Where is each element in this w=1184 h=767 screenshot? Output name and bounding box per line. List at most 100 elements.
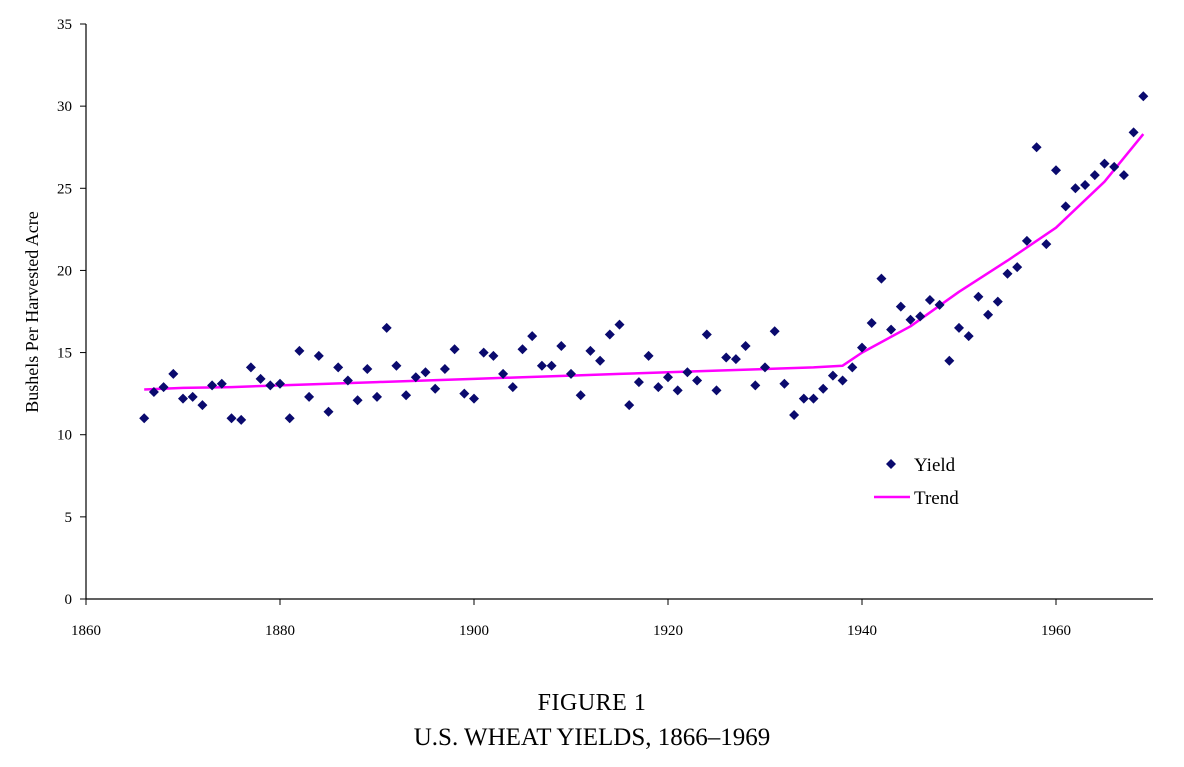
- yield-point: [401, 390, 412, 401]
- yield-point: [391, 360, 402, 371]
- trend-layer: [144, 133, 1145, 391]
- x-tick-label: 1880: [265, 623, 295, 639]
- yield-point: [1099, 158, 1110, 169]
- yield-point: [595, 355, 606, 366]
- yield-point: [837, 375, 848, 386]
- yield-point: [876, 273, 887, 284]
- yield-point: [924, 295, 935, 305]
- yield-point: [304, 391, 315, 402]
- yield-point: [740, 341, 751, 351]
- yield-point: [905, 314, 916, 325]
- y-tick-label: 0: [65, 592, 73, 608]
- yield-point: [488, 350, 499, 361]
- yield-point: [1138, 91, 1149, 102]
- y-tick-label: 15: [57, 346, 72, 362]
- yield-point: [769, 326, 780, 337]
- yield-point: [750, 380, 761, 391]
- x-tick-label: 1900: [459, 623, 489, 639]
- y-tick-label: 5: [65, 510, 73, 526]
- legend-yield-marker: [886, 459, 896, 469]
- x-tick-label: 1920: [653, 623, 683, 639]
- yield-point: [1118, 170, 1129, 181]
- yield-point: [575, 390, 586, 401]
- yield-point: [866, 318, 877, 328]
- yield-point: [420, 367, 431, 378]
- yield-point: [333, 362, 344, 373]
- y-axis-title: Bushels Per Harvested Acre: [22, 211, 42, 412]
- y-tick-label: 10: [57, 428, 72, 444]
- yield-point: [1021, 235, 1032, 246]
- yield-point: [517, 344, 528, 355]
- figure-label: FIGURE 1: [537, 690, 647, 716]
- yield-point: [633, 377, 644, 388]
- yield-point: [1089, 170, 1100, 181]
- yield-point: [915, 311, 926, 322]
- yield-point: [944, 355, 955, 366]
- yield-point: [1002, 268, 1013, 279]
- yield-point: [954, 322, 964, 333]
- yield-point: [439, 364, 450, 374]
- yield-point: [507, 382, 518, 393]
- yield-point: [323, 406, 334, 417]
- yield-point: [624, 400, 635, 411]
- yield-point: [721, 352, 732, 363]
- x-tick-label: 1860: [71, 623, 101, 639]
- yield-point: [1041, 239, 1052, 250]
- yield-point: [294, 345, 305, 356]
- yield-point: [226, 413, 237, 424]
- yield-point: [265, 380, 276, 391]
- yield-point: [556, 341, 567, 351]
- yield-point: [313, 350, 324, 361]
- yield-point: [236, 414, 247, 425]
- yield-point: [139, 413, 150, 424]
- yield-point: [1012, 262, 1023, 273]
- x-tick-label: 1960: [1041, 623, 1071, 639]
- yield-point: [847, 362, 858, 373]
- yield-point: [798, 393, 809, 404]
- yield-point: [255, 373, 266, 384]
- yield-point: [342, 375, 353, 386]
- yield-point: [168, 368, 179, 379]
- yield-point: [963, 331, 974, 342]
- y-tick-label: 20: [57, 263, 72, 279]
- yield-point: [653, 382, 664, 393]
- yield-point: [187, 391, 198, 402]
- yield-point: [245, 362, 256, 373]
- yield-point: [730, 354, 741, 365]
- yield-point: [362, 364, 373, 374]
- chart-axes: [85, 24, 1153, 600]
- yield-point: [779, 378, 790, 389]
- yield-point: [275, 378, 285, 389]
- yield-point: [643, 350, 654, 361]
- yield-point: [566, 368, 576, 379]
- yield-point: [459, 388, 470, 399]
- yield-points-layer: [139, 91, 1149, 425]
- yield-point: [216, 378, 227, 389]
- wheat-yield-chart: 0 5 10 15 20 25 30 35 1860 1880 1900 1920 1940 1960 B…: [22, 17, 1153, 639]
- yield-point: [895, 301, 906, 312]
- yield-point: [546, 360, 557, 371]
- yield-point: [410, 372, 421, 383]
- yield-point: [1109, 161, 1120, 172]
- yield-point: [992, 296, 1003, 307]
- yield-point: [682, 367, 693, 378]
- yield-point: [886, 324, 897, 335]
- yield-point: [381, 322, 392, 333]
- y-tick-label: 30: [57, 99, 72, 115]
- yield-point: [1070, 183, 1081, 194]
- yield-point: [1060, 201, 1071, 212]
- yield-point: [701, 329, 712, 340]
- y-tick-label: 35: [57, 17, 72, 33]
- y-tick-label: 25: [57, 181, 72, 197]
- yield-point: [983, 309, 994, 320]
- yield-point: [672, 385, 683, 396]
- yield-point: [818, 383, 829, 394]
- yield-point: [1080, 180, 1091, 190]
- yield-point: [449, 344, 460, 355]
- yield-point: [197, 400, 208, 411]
- x-tick-label: 1940: [847, 623, 877, 639]
- yield-point: [614, 319, 625, 330]
- chart-ticks: 0 5 10 15 20 25 30 35 1860 1880 1900 1920 1940 1960: [57, 17, 1071, 639]
- yield-point: [760, 362, 770, 373]
- yield-point: [207, 380, 218, 391]
